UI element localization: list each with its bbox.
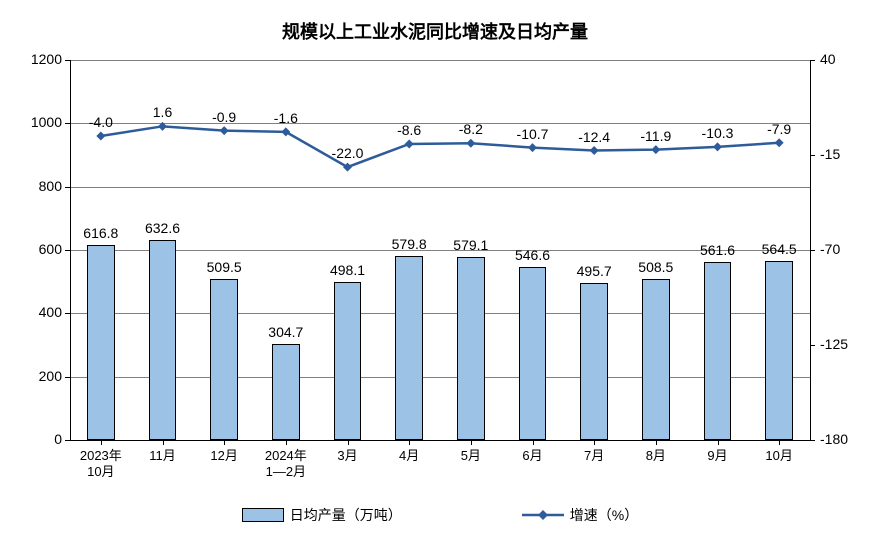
x-tick-label: 8月 bbox=[625, 448, 687, 464]
y-left-tick-label: 200 bbox=[20, 368, 62, 384]
line-value-label: -7.9 bbox=[751, 121, 807, 137]
line-value-label: -22.0 bbox=[320, 145, 376, 161]
x-tick-label: 2023年10月 bbox=[70, 448, 132, 479]
chart-title: 规模以上工业水泥同比增速及日均产量 bbox=[0, 0, 870, 54]
line-value-label: -10.7 bbox=[505, 126, 561, 142]
line-value-label: -8.6 bbox=[381, 122, 437, 138]
x-tick-label: 9月 bbox=[687, 448, 749, 464]
x-tick-label: 7月 bbox=[563, 448, 625, 464]
y-left-tick-label: 800 bbox=[20, 178, 62, 194]
line-marker-diamond bbox=[713, 142, 722, 151]
line-value-label: -11.9 bbox=[628, 128, 684, 144]
y-left-tick-label: 400 bbox=[20, 304, 62, 320]
y-right-tick-label: -15 bbox=[820, 146, 840, 162]
x-tick bbox=[471, 440, 472, 445]
x-tick bbox=[409, 440, 410, 445]
x-tick bbox=[101, 440, 102, 445]
x-tick bbox=[656, 440, 657, 445]
y-right-axis-line bbox=[810, 60, 811, 440]
line-marker-diamond bbox=[528, 143, 537, 152]
legend-label: 增速（%） bbox=[570, 505, 638, 525]
x-tick-label: 2024年1—2月 bbox=[255, 448, 317, 479]
line-value-label: -0.9 bbox=[196, 109, 252, 125]
y-right-tick-label: 40 bbox=[820, 51, 836, 67]
x-tick-label: 5月 bbox=[440, 448, 502, 464]
x-tick bbox=[718, 440, 719, 445]
line-marker-diamond bbox=[651, 145, 660, 154]
y-right-tick-label: -125 bbox=[820, 336, 848, 352]
line-value-label: -1.6 bbox=[258, 110, 314, 126]
x-tick bbox=[163, 440, 164, 445]
line-marker-diamond bbox=[590, 146, 599, 155]
x-tick bbox=[533, 440, 534, 445]
line-marker-diamond bbox=[775, 138, 784, 147]
line-marker-diamond bbox=[220, 126, 229, 135]
line-value-label: -8.2 bbox=[443, 121, 499, 137]
y-left-tick-label: 600 bbox=[20, 241, 62, 257]
x-tick bbox=[224, 440, 225, 445]
y-right-tick-label: -180 bbox=[820, 431, 848, 447]
y-left-tick-label: 1000 bbox=[20, 114, 62, 130]
y-right-tick bbox=[810, 440, 815, 441]
x-tick bbox=[286, 440, 287, 445]
x-tick-label: 10月 bbox=[748, 448, 810, 464]
x-tick-label: 3月 bbox=[317, 448, 379, 464]
line-marker-diamond bbox=[466, 139, 475, 148]
y-left-tick-label: 1200 bbox=[20, 51, 62, 67]
chart-container: 规模以上工业水泥同比增速及日均产量 020040060080010001200-… bbox=[0, 0, 870, 537]
x-tick-label: 4月 bbox=[378, 448, 440, 464]
x-axis-line bbox=[70, 440, 810, 441]
line-marker-diamond bbox=[96, 132, 105, 141]
y-left-tick-label: 0 bbox=[20, 431, 62, 447]
legend-item: 日均产量（万吨） bbox=[242, 505, 402, 525]
line-value-label: -12.4 bbox=[566, 129, 622, 145]
line-value-label: -10.3 bbox=[690, 125, 746, 141]
x-tick bbox=[779, 440, 780, 445]
legend-item: 增速（%） bbox=[522, 505, 638, 525]
legend-label: 日均产量（万吨） bbox=[290, 505, 402, 525]
plot-area: 020040060080010001200-180-125-70-1540202… bbox=[70, 60, 810, 440]
line-value-label: -4.0 bbox=[73, 114, 129, 130]
line-marker-diamond bbox=[405, 139, 414, 148]
x-tick bbox=[594, 440, 595, 445]
x-tick bbox=[348, 440, 349, 445]
y-right-tick-label: -70 bbox=[820, 241, 840, 257]
x-tick-label: 11月 bbox=[132, 448, 194, 464]
legend: 日均产量（万吨） 增速（%） bbox=[70, 505, 810, 525]
x-tick-label: 12月 bbox=[193, 448, 255, 464]
legend-bar-swatch bbox=[242, 508, 284, 522]
legend-line-swatch bbox=[522, 508, 564, 522]
line-marker-diamond bbox=[158, 122, 167, 131]
line-value-label: 1.6 bbox=[135, 104, 191, 120]
x-tick-label: 6月 bbox=[502, 448, 564, 464]
